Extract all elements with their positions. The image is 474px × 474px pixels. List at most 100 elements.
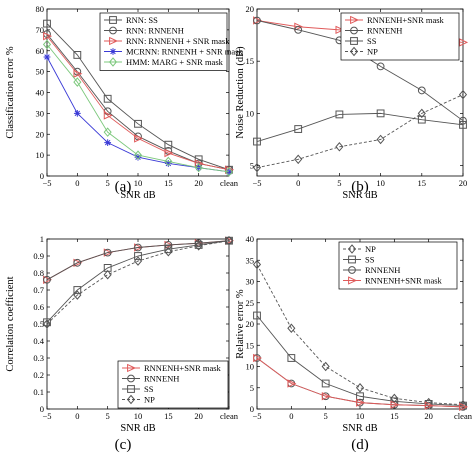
y-tick-label: 0.1 (33, 387, 44, 397)
legend-entry: RNN: RNNENH (126, 26, 184, 36)
x-tick-label: 5 (324, 411, 328, 421)
data-point (253, 137, 261, 146)
legend-swatch-marker (347, 244, 357, 254)
y-tick-label: 30 (246, 277, 255, 287)
data-point (287, 379, 297, 388)
subplot-label: (d) (351, 437, 369, 453)
legend-box (99, 12, 228, 71)
legend-entry: RNN: SS (126, 15, 158, 25)
series-np (252, 89, 468, 173)
data-point (321, 361, 330, 372)
y-tick-label: 0 (40, 404, 44, 414)
y-tick-label: 10 (36, 150, 45, 160)
y-tick-label: 80 (36, 4, 45, 14)
data-point (424, 397, 433, 408)
y-tick-label: 0.7 (33, 285, 44, 295)
x-tick-label: 10 (376, 178, 385, 188)
data-point (43, 275, 51, 284)
data-point (73, 51, 82, 59)
data-point (43, 53, 51, 61)
subplot-label: (b) (351, 179, 369, 195)
legend-swatch-marker (109, 48, 117, 55)
series-ss (253, 311, 467, 410)
data-point (164, 140, 173, 149)
series-line (46, 240, 230, 323)
data-point (164, 246, 173, 257)
x-tick-label: −5 (42, 178, 51, 188)
data-point (103, 269, 112, 280)
x-tick-label: −5 (252, 411, 261, 421)
data-point (134, 243, 142, 252)
series-line (256, 264, 464, 406)
x-tick-label: 0 (296, 178, 300, 188)
legend-swatch-marker (127, 385, 135, 393)
data-point (417, 86, 426, 95)
legend-swatch-marker (349, 46, 359, 57)
data-point (459, 116, 467, 125)
y-tick-label: 10 (246, 362, 255, 372)
data-point (335, 142, 344, 152)
series-line (46, 44, 230, 173)
data-point (253, 311, 261, 320)
data-point (252, 259, 262, 270)
data-point (390, 393, 399, 404)
data-point (376, 62, 385, 71)
data-point (459, 402, 469, 412)
data-point (287, 323, 296, 334)
data-point (335, 110, 344, 119)
legend-entry: HMM: MARG + SNR mask (126, 57, 224, 67)
series-rnnenh (253, 354, 467, 411)
data-point (73, 290, 82, 300)
x-tick-label: 0 (75, 178, 79, 188)
data-point (133, 150, 143, 160)
y-tick-label: 20 (246, 319, 255, 329)
data-point (224, 167, 234, 177)
x-axis-label: SNR dB (342, 190, 377, 201)
data-point (335, 25, 345, 35)
legend-swatch-marker (350, 26, 358, 35)
legend-swatch-marker (127, 363, 137, 373)
data-point (164, 148, 174, 158)
x-tick-label: −5 (42, 411, 51, 421)
data-point (73, 69, 83, 78)
subplot-label: (a) (115, 179, 132, 195)
y-tick-label: 70 (36, 25, 45, 35)
data-point (134, 252, 142, 260)
data-point (356, 398, 366, 407)
data-point (104, 139, 112, 146)
data-point (73, 286, 82, 294)
legend-entry: RNNENH+SNR mask (367, 15, 445, 25)
legend-swatch-marker (350, 37, 358, 45)
data-point (294, 125, 303, 133)
legend-swatch-marker (126, 394, 136, 405)
data-point (42, 319, 52, 329)
legend-entry: RNNENH (365, 265, 400, 275)
legend-entry: SS (367, 36, 377, 46)
data-point (73, 258, 82, 267)
series-line (46, 23, 230, 171)
x-tick-label: clean (220, 411, 239, 421)
data-point (424, 401, 434, 410)
y-tick-label: 0.8 (33, 268, 44, 278)
plot-area-b (256, 8, 464, 177)
y-tick-label: 0.4 (33, 336, 44, 346)
legend-entry: NP (365, 244, 376, 254)
y-tick-label: 0.6 (33, 302, 44, 312)
data-point (376, 109, 385, 118)
data-point (253, 16, 261, 25)
series-line (256, 357, 464, 408)
data-point (321, 392, 331, 401)
data-point (103, 111, 113, 120)
y-axis-label: Relative error % (235, 289, 246, 359)
chart-b: −5 0 5 10 15 20 5 10 15 20 SNR dB Noise Reduction (… (235, 4, 469, 201)
y-tick-label: 0.3 (33, 353, 44, 363)
data-point (294, 25, 303, 34)
x-tick-label: 10 (356, 411, 365, 421)
data-point (287, 354, 296, 362)
x-tick-label: 0 (75, 411, 79, 421)
y-tick-label: 40 (246, 234, 255, 244)
